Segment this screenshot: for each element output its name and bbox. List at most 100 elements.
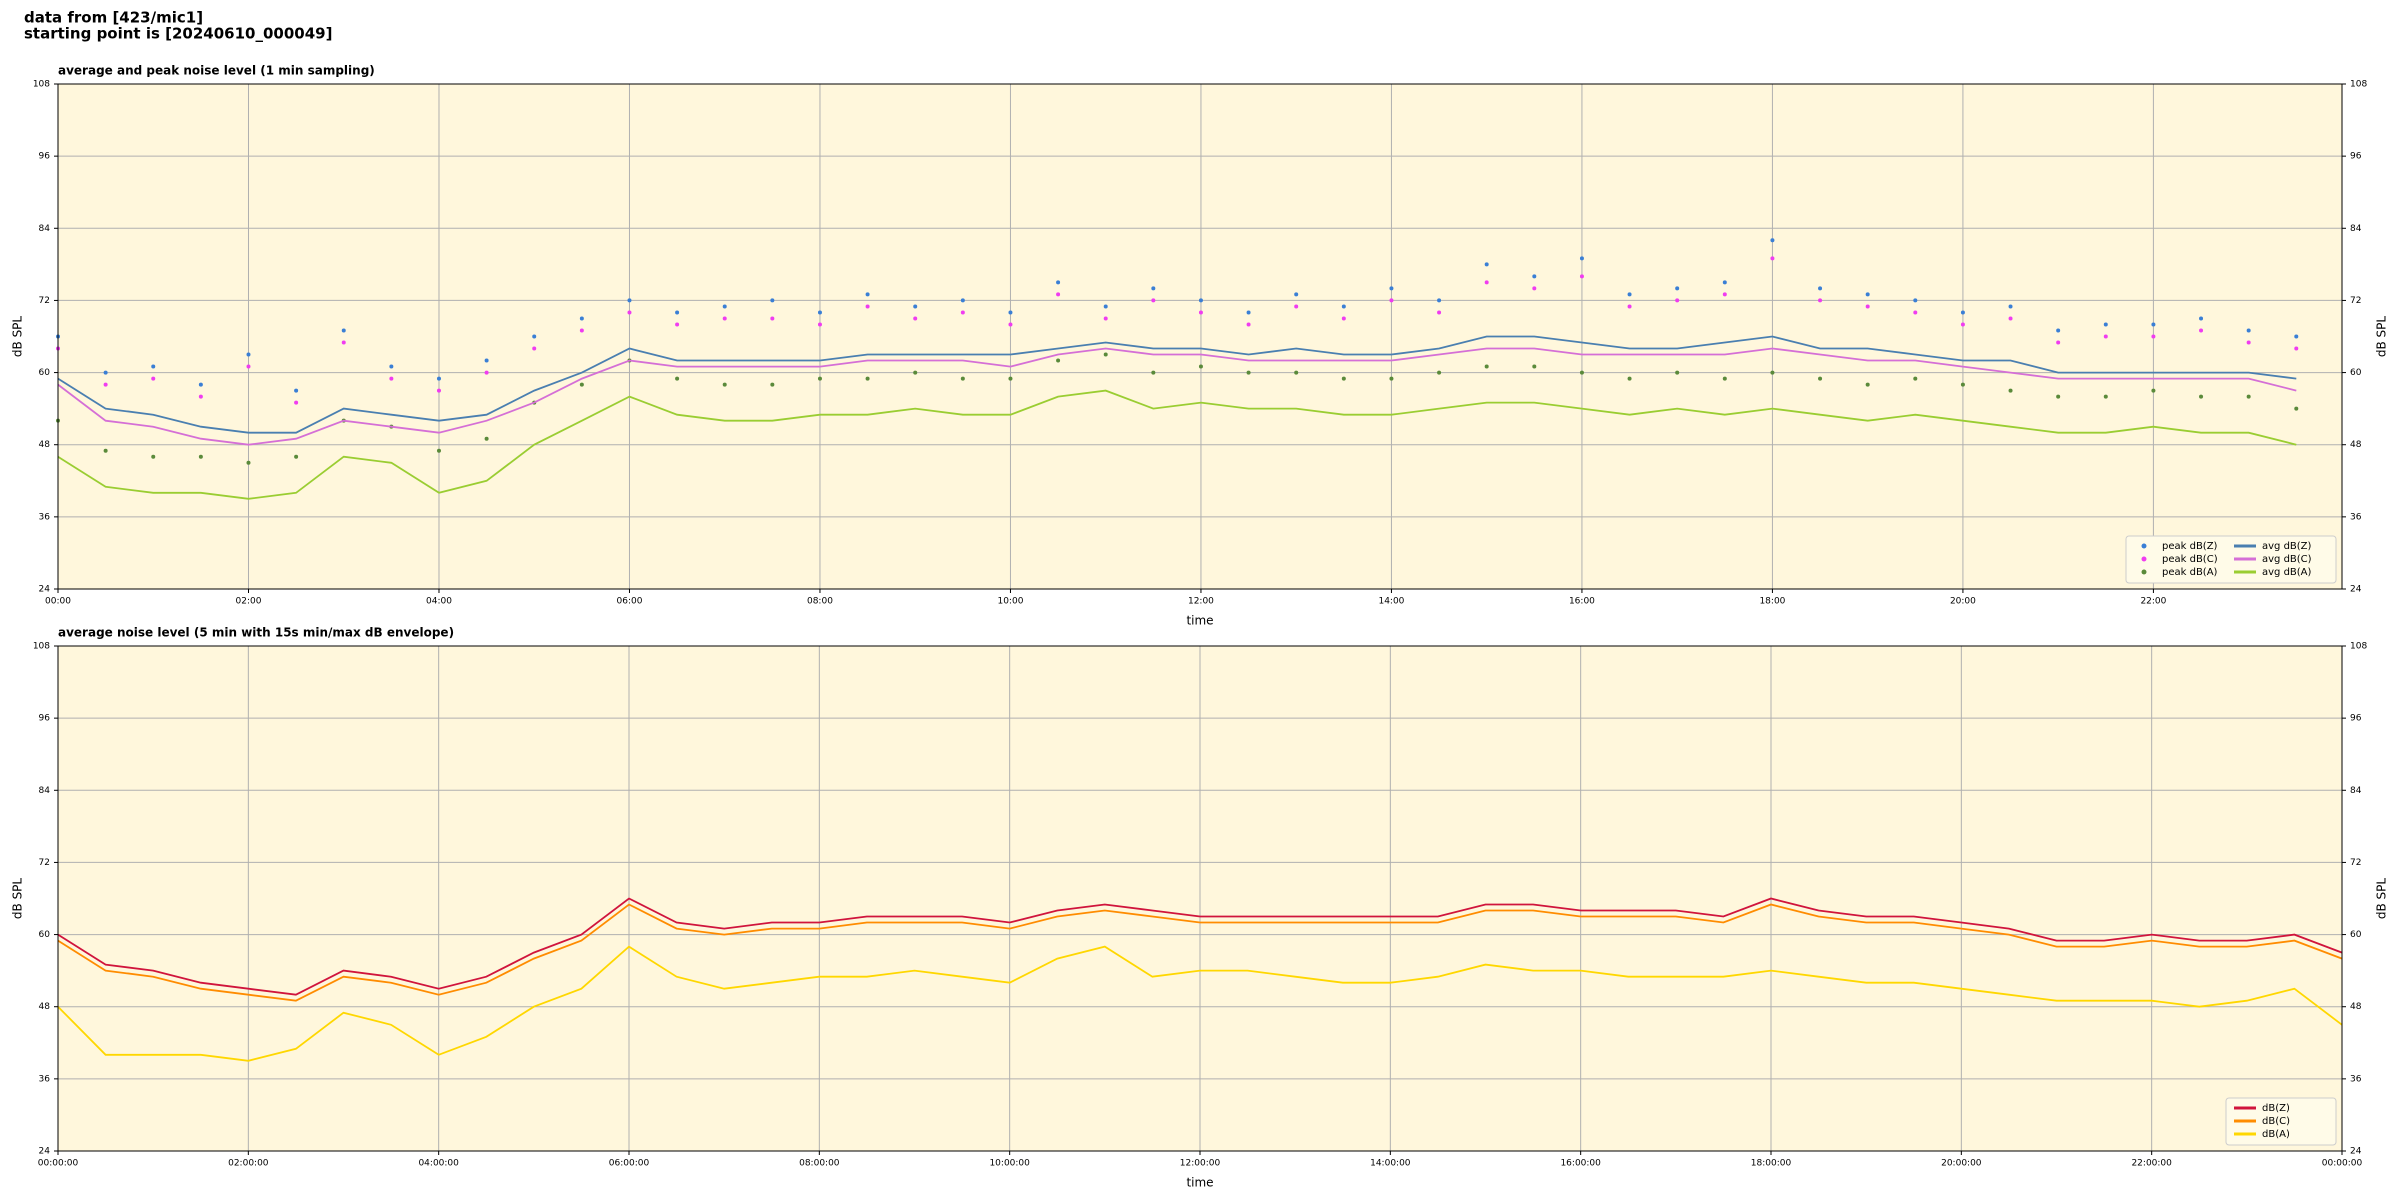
peak-point xyxy=(1294,370,1299,375)
x-tick-label: 18:00 xyxy=(1759,597,1785,607)
peak-point xyxy=(389,364,394,369)
peak-point xyxy=(198,454,203,459)
peak-point xyxy=(1865,304,1870,309)
y-tick-label: 48 xyxy=(39,440,51,450)
peak-point xyxy=(913,370,918,375)
legend-label: peak dB(Z) xyxy=(2162,541,2218,552)
plot-frame xyxy=(57,645,2343,1152)
peak-point xyxy=(151,376,156,381)
peak-point xyxy=(579,316,584,321)
y-tick-label: 72 xyxy=(39,858,50,868)
x-axis-label: time xyxy=(1186,1176,1213,1190)
y-tick-label: 24 xyxy=(39,585,51,595)
legend-marker xyxy=(2141,569,2147,575)
y-tick-label: 96 xyxy=(39,152,51,162)
peak-point xyxy=(913,304,918,309)
peak-point xyxy=(1722,376,1727,381)
legend-label: avg dB(C) xyxy=(2262,554,2312,565)
y-tick-label: 60 xyxy=(39,930,51,940)
peak-point xyxy=(1865,382,1870,387)
peak-point xyxy=(294,388,299,393)
peak-point xyxy=(1532,286,1537,291)
y-tick-label: 60 xyxy=(39,368,51,378)
peak-point xyxy=(2008,316,2013,321)
peak-point xyxy=(1484,262,1489,267)
peak-point xyxy=(1627,304,1632,309)
legend-label: avg dB(A) xyxy=(2262,567,2312,578)
peak-point xyxy=(103,448,108,453)
x-tick-label: 02:00 xyxy=(236,597,262,607)
peak-point xyxy=(817,322,822,327)
peak-point xyxy=(627,310,632,315)
y-tick-label-right: 96 xyxy=(2350,714,2362,724)
y-tick-label-right: 24 xyxy=(2350,1147,2362,1157)
plot-frame xyxy=(57,83,2343,590)
peak-point xyxy=(103,382,108,387)
peak-point xyxy=(1008,310,1013,315)
legend-label: dB(Z) xyxy=(2262,1103,2290,1114)
peak-point xyxy=(1103,316,1108,321)
peak-point xyxy=(1818,376,1823,381)
peak-point xyxy=(246,460,251,465)
peak-point xyxy=(1151,370,1156,375)
peak-point xyxy=(1865,292,1870,297)
peak-point xyxy=(1484,364,1489,369)
peak-point xyxy=(817,310,822,315)
peak-point xyxy=(817,376,822,381)
peak-point xyxy=(532,346,537,351)
peak-point xyxy=(960,376,965,381)
peak-point xyxy=(1960,322,1965,327)
x-tick-label: 02:00:00 xyxy=(228,1159,269,1169)
legend-label: peak dB(A) xyxy=(2162,567,2218,578)
peak-point xyxy=(2103,334,2108,339)
peak-point xyxy=(1008,322,1013,327)
peak-point xyxy=(151,364,156,369)
peak-point xyxy=(770,298,775,303)
peak-point xyxy=(2008,304,2013,309)
peak-point xyxy=(2294,346,2299,351)
legend-label: peak dB(C) xyxy=(2162,554,2218,565)
x-tick-label: 16:00:00 xyxy=(1560,1159,1601,1169)
peak-point xyxy=(1341,304,1346,309)
legend-label: dB(C) xyxy=(2262,1116,2290,1127)
peak-point xyxy=(484,370,489,375)
legend-label: dB(A) xyxy=(2262,1129,2290,1140)
peak-point xyxy=(913,316,918,321)
peak-point xyxy=(1341,316,1346,321)
x-tick-label: 04:00 xyxy=(426,597,452,607)
peak-point xyxy=(1627,292,1632,297)
x-tick-label: 08:00:00 xyxy=(799,1159,840,1169)
peak-point xyxy=(389,376,394,381)
peak-point xyxy=(1818,286,1823,291)
peak-point xyxy=(1389,286,1394,291)
x-tick-label: 22:00 xyxy=(2140,597,2166,607)
x-tick-label: 20:00:00 xyxy=(1941,1159,1982,1169)
x-tick-label: 00:00:00 xyxy=(38,1159,79,1169)
peak-point xyxy=(1722,292,1727,297)
peak-point xyxy=(770,382,775,387)
x-tick-label: 00:00:00 xyxy=(2322,1159,2363,1169)
peak-point xyxy=(2151,334,2156,339)
x-tick-label: 06:00:00 xyxy=(609,1159,650,1169)
chart-title: average and peak noise level (1 min samp… xyxy=(58,64,375,78)
peak-point xyxy=(532,334,537,339)
peak-point xyxy=(2246,328,2251,333)
peak-point xyxy=(1770,238,1775,243)
peak-point xyxy=(1198,364,1203,369)
x-tick-label: 18:00:00 xyxy=(1751,1159,1792,1169)
peak-point xyxy=(1294,304,1299,309)
peak-point xyxy=(1722,280,1727,285)
peak-point xyxy=(436,376,441,381)
peak-point xyxy=(1103,352,1108,357)
x-tick-label: 10:00:00 xyxy=(989,1159,1030,1169)
peak-point xyxy=(2056,394,2061,399)
peak-point xyxy=(2199,328,2204,333)
x-tick-label: 10:00 xyxy=(997,597,1023,607)
peak-point xyxy=(341,328,346,333)
legend-marker xyxy=(2141,556,2147,562)
peak-point xyxy=(1151,298,1156,303)
peak-point xyxy=(2103,322,2108,327)
y-tick-label-right: 108 xyxy=(2350,642,2367,652)
peak-point xyxy=(2199,316,2204,321)
peak-point xyxy=(1246,322,1251,327)
